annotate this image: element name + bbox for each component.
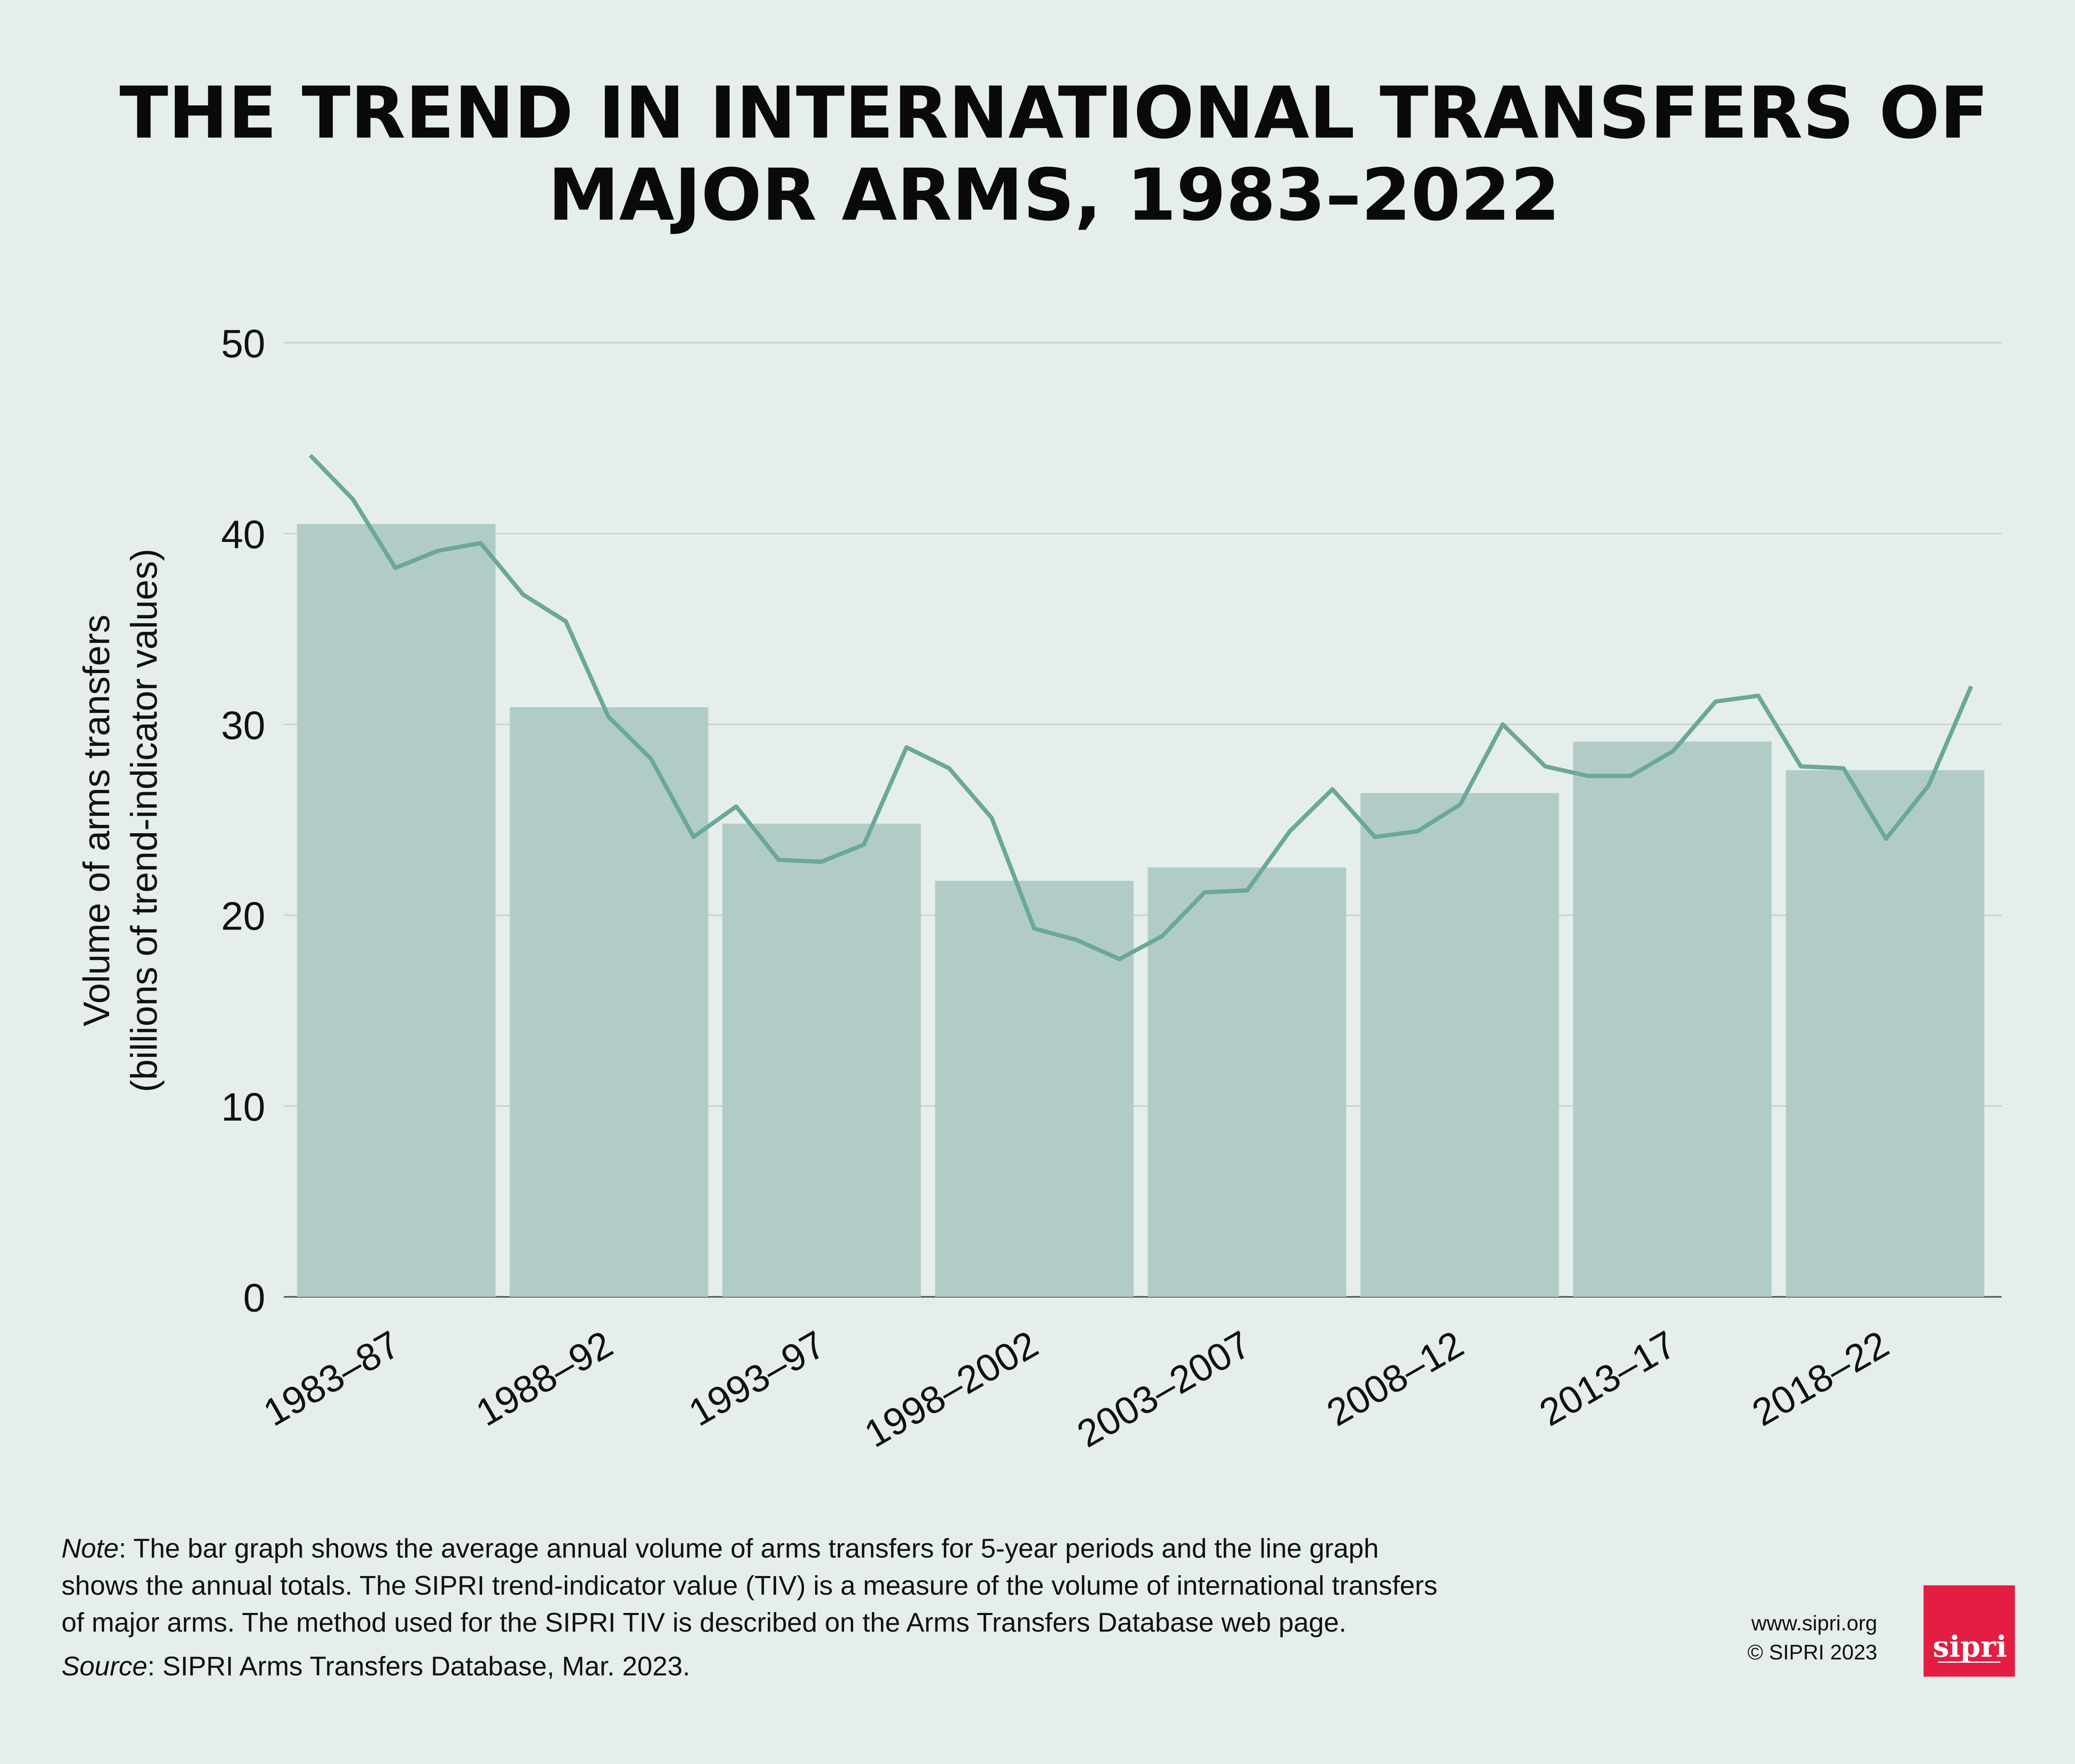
annual-totals-line <box>308 454 1973 961</box>
bar <box>297 524 496 1297</box>
note-line-1: Note: The bar graph shows the average an… <box>61 1533 1379 1564</box>
bar <box>722 823 921 1297</box>
line-point <box>906 747 907 748</box>
annual-line <box>308 454 1973 961</box>
y-tick-labels: 0 10 20 30 40 50 <box>221 322 265 1320</box>
bar <box>510 707 708 1297</box>
source-label: Source <box>61 1651 147 1681</box>
line-point <box>821 861 822 862</box>
line-point <box>1843 768 1844 769</box>
y-tick-label: 20 <box>221 894 265 939</box>
logo-text: sipri <box>1933 1630 2007 1664</box>
sipri-logo: sipri <box>1924 1585 2015 1677</box>
website-url[interactable]: www.sipri.org <box>1751 1611 1877 1635</box>
note-line-3: of major arms. The method used for the S… <box>61 1607 1346 1637</box>
bar <box>1360 793 1559 1297</box>
note-label: Note <box>61 1533 119 1564</box>
y-tick-label: 0 <box>243 1276 265 1320</box>
bar <box>935 881 1134 1297</box>
y-axis-label-line-1: Volume of arms transfers <box>76 615 117 1026</box>
source-text: : SIPRI Arms Transfers Database, Mar. 20… <box>147 1651 690 1681</box>
note-text-1: : The bar graph shows the average annual… <box>119 1533 1379 1564</box>
chart-title-line-2: MAJOR ARMS, 1983–2022 <box>548 153 1560 237</box>
chart-title-line-1: THE TREND IN INTERNATIONAL TRANSFERS OF <box>120 71 1989 155</box>
bar <box>1786 770 1985 1297</box>
line-point <box>1034 928 1035 929</box>
y-axis-label: Volume of arms transfers (billions of tr… <box>76 549 165 1092</box>
note-line-2: shows the annual totals. The SIPRI trend… <box>61 1570 1438 1601</box>
y-tick-label: 10 <box>221 1085 265 1129</box>
copyright: © SIPRI 2023 <box>1748 1640 1877 1664</box>
bar <box>1573 742 1772 1297</box>
line-point <box>1204 892 1205 893</box>
y-tick-label: 50 <box>221 322 265 366</box>
bars <box>297 524 1985 1297</box>
line-point <box>1332 789 1333 790</box>
line-point <box>949 768 950 769</box>
y-tick-label: 40 <box>221 512 265 557</box>
line-point <box>736 806 737 807</box>
line-point <box>1417 831 1418 832</box>
y-axis-label-line-2: (billions of trend-indicator values) <box>123 549 165 1092</box>
source-line: Source: SIPRI Arms Transfers Database, M… <box>61 1651 690 1681</box>
y-tick-label: 30 <box>221 703 265 748</box>
bar <box>1147 867 1347 1297</box>
